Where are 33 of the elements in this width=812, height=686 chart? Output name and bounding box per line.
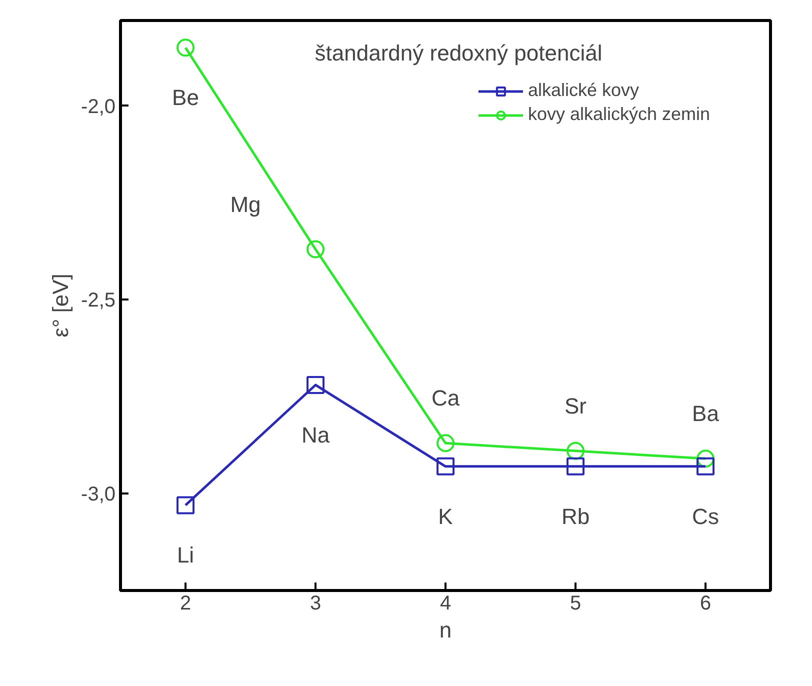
x-tick-label: 2 xyxy=(180,592,192,614)
annotation: Sr xyxy=(564,393,586,418)
point xyxy=(566,457,584,476)
point xyxy=(696,450,714,468)
annotation: Ca xyxy=(431,386,460,411)
legend-label: kovy alkalických zemin xyxy=(528,104,710,125)
point xyxy=(176,496,194,514)
y-axis-title: ε° [eV] xyxy=(48,274,74,338)
annotation: Li xyxy=(176,542,194,568)
y-tick-label: -3,0 xyxy=(81,484,116,506)
x-axis-title: n xyxy=(439,618,452,642)
annotation: Mg xyxy=(230,192,261,217)
x-tick-label: 5 xyxy=(570,592,582,614)
x-tick-label: 3 xyxy=(310,592,322,614)
point xyxy=(696,457,714,476)
point xyxy=(566,442,584,460)
text: štandardný redoxný potenciál xyxy=(314,40,602,66)
y-tick-label: -2,0 xyxy=(81,96,116,118)
x-tick-label: 4 xyxy=(440,592,452,614)
annotation: Rb xyxy=(561,504,590,529)
annotation: Ba xyxy=(692,401,720,426)
annotation: K xyxy=(438,504,454,529)
point xyxy=(436,434,454,452)
legend-label: alkalické kovy xyxy=(528,80,639,101)
point xyxy=(306,240,324,258)
annotation: Be xyxy=(172,85,199,110)
annotation: Cs xyxy=(692,504,719,529)
point xyxy=(306,376,324,394)
point xyxy=(436,457,454,476)
annotation: Na xyxy=(301,422,330,448)
point xyxy=(176,38,194,57)
y-tick-label: -2,5 xyxy=(81,290,116,312)
x-tick-label: 6 xyxy=(700,592,712,614)
